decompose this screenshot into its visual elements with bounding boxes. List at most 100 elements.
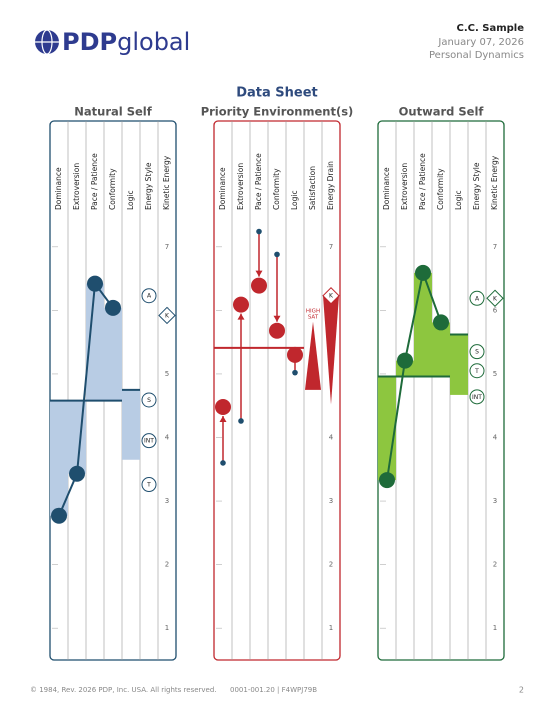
column-label: Dominance — [218, 167, 227, 210]
y-tick-label: 1 — [165, 624, 169, 632]
y-tick-label: 5 — [165, 370, 169, 378]
y-tick-label: 1 — [329, 624, 333, 632]
energy-style-label: T — [146, 482, 151, 489]
energy-style-marker — [141, 288, 157, 304]
column-label: Energy Style — [144, 162, 153, 210]
factor-point — [215, 398, 231, 415]
y-tick-label: 2 — [493, 561, 497, 569]
logic-from — [292, 369, 298, 376]
factor-line — [386, 269, 442, 481]
arrow-head — [273, 315, 281, 322]
factor-point — [233, 296, 249, 313]
column-label: Kinetic Energy — [162, 155, 171, 210]
energy-drain-bar — [323, 295, 339, 405]
energy-style-marker — [469, 344, 485, 360]
column-label: Pace / Patience — [418, 153, 427, 210]
page-number: 2 — [519, 686, 524, 695]
column-label: Conformity — [272, 168, 281, 210]
kinetic-marker — [158, 306, 176, 325]
chart: Natural Self Dominance Extroversion Pace / … — [49, 105, 177, 661]
from-point — [220, 460, 226, 466]
energy-style-marker — [469, 290, 485, 306]
chart: Priority Environment(s) Dominance Extrover… — [201, 105, 353, 661]
client-name: C.C. Sample — [457, 23, 525, 34]
y-tick-label: 4 — [165, 434, 170, 442]
y-tick-label: 1 — [493, 624, 497, 632]
arrow-head — [237, 313, 245, 320]
factor-bar — [104, 307, 122, 401]
logic-bar — [122, 389, 140, 460]
column-label: Pace / Patience — [254, 153, 263, 210]
factor-point — [105, 299, 121, 316]
energy-style-label: INT — [144, 438, 154, 445]
factor-bar — [50, 400, 68, 516]
energy-style-label: S — [147, 397, 151, 404]
document-code: 0001-001.20 | F4WPJ79B — [230, 686, 317, 694]
column-label: Logic — [126, 190, 135, 210]
kinetic-label: K — [493, 295, 498, 302]
factor-point — [397, 352, 413, 369]
factor-bar — [432, 322, 450, 377]
y-tick-label: 4 — [493, 434, 498, 442]
logo-text: PDPglobal — [62, 28, 190, 56]
y-tick-label: 3 — [493, 497, 497, 505]
logo: PDPglobal — [35, 28, 190, 56]
energy-style-marker — [469, 389, 485, 405]
page-title: Data Sheet — [236, 86, 318, 101]
energy-drain-label: K — [329, 293, 334, 300]
energy-style-marker — [141, 477, 157, 493]
copyright: © 1984, Rev. 2026 PDP, Inc. USA. All rig… — [30, 686, 217, 694]
report-date: January 07, 2026 — [437, 37, 524, 48]
satisfaction-label: HIGH — [306, 308, 320, 314]
column-label: Logic — [290, 190, 299, 210]
y-tick-label: 2 — [329, 561, 333, 569]
satisfaction-label: SAT — [308, 314, 319, 320]
factor-point — [379, 472, 395, 489]
logic-point — [287, 346, 303, 363]
energy-style-marker — [141, 392, 157, 408]
energy-drain-marker — [322, 287, 340, 305]
factor-point — [415, 264, 431, 281]
y-tick-label: 3 — [165, 497, 169, 505]
y-tick-label: 7 — [329, 243, 333, 251]
factor-point — [269, 322, 285, 339]
energy-style-marker — [141, 433, 157, 449]
column-label: Dominance — [54, 167, 63, 210]
chart: Outward Self Dominance Extroversion Pace / … — [377, 105, 505, 661]
energy-style-label: T — [474, 368, 479, 375]
factor-point — [51, 507, 67, 524]
factor-point — [87, 275, 103, 292]
energy-style-label: S — [475, 349, 479, 356]
satisfaction-bar — [305, 321, 321, 390]
arrow-head — [255, 270, 263, 277]
column-label: Extroversion — [400, 163, 409, 210]
energy-style-label: A — [147, 293, 152, 300]
column-label: Pace / Patience — [90, 153, 99, 210]
column-label: Logic — [454, 190, 463, 210]
chart-frame — [213, 120, 341, 661]
column-label: Energy Drain — [326, 161, 335, 210]
factor-bar — [86, 283, 104, 401]
y-tick-label: 6 — [493, 306, 498, 314]
y-tick-label: 7 — [493, 243, 497, 251]
energy-style-marker — [469, 363, 485, 379]
factor-point — [69, 465, 85, 482]
factor-point — [433, 314, 449, 331]
factor-point — [251, 277, 267, 294]
energy-style-label: A — [475, 295, 480, 302]
kinetic-label: K — [165, 312, 170, 319]
logic-bar — [450, 334, 468, 395]
y-tick-label: 5 — [493, 370, 497, 378]
column-label: Satisfaction — [308, 166, 317, 210]
y-tick-label: 4 — [329, 434, 334, 442]
kinetic-marker — [486, 289, 504, 307]
energy-style-label: INT — [472, 394, 482, 401]
factor-line — [58, 280, 114, 517]
report-name: Personal Dynamics — [429, 50, 524, 61]
column-label: Dominance — [382, 167, 391, 210]
from-point — [274, 251, 280, 258]
column-label: Conformity — [108, 168, 117, 210]
chart-title: Natural Self — [74, 105, 152, 119]
y-tick-label: 7 — [165, 243, 169, 251]
